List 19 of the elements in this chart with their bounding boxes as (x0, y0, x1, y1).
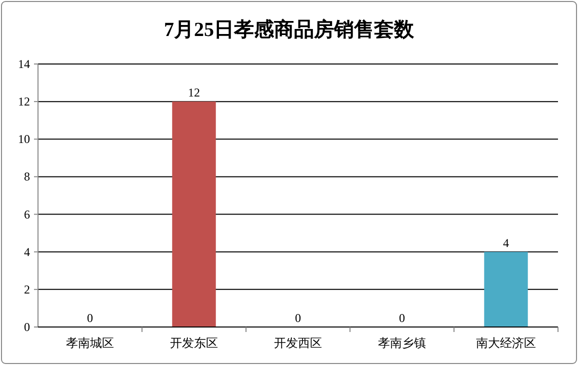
x-tick-label: 孝南城区 (66, 336, 114, 350)
y-tick-label: 14 (18, 57, 30, 71)
data-label: 0 (295, 311, 301, 325)
data-label: 4 (503, 236, 509, 250)
y-tick-label: 0 (24, 320, 30, 334)
y-tick-label: 8 (24, 170, 30, 184)
x-tick-label: 开发东区 (170, 336, 218, 350)
y-tick-label: 4 (24, 244, 30, 259)
x-tick-label: 开发西区 (274, 336, 322, 350)
data-label: 0 (87, 311, 93, 325)
y-tick-label: 6 (24, 207, 30, 222)
y-tick-label: 2 (24, 282, 30, 296)
x-tick-label: 南大经济区 (476, 336, 536, 350)
y-tick-label: 12 (18, 94, 30, 109)
data-label: 12 (188, 86, 200, 100)
y-tick-label: 10 (18, 132, 30, 146)
chart-title: 7月25日孝感商品房销售套数 (164, 18, 415, 41)
x-tick-label: 孝南乡镇 (378, 336, 426, 350)
data-label: 0 (399, 311, 405, 325)
